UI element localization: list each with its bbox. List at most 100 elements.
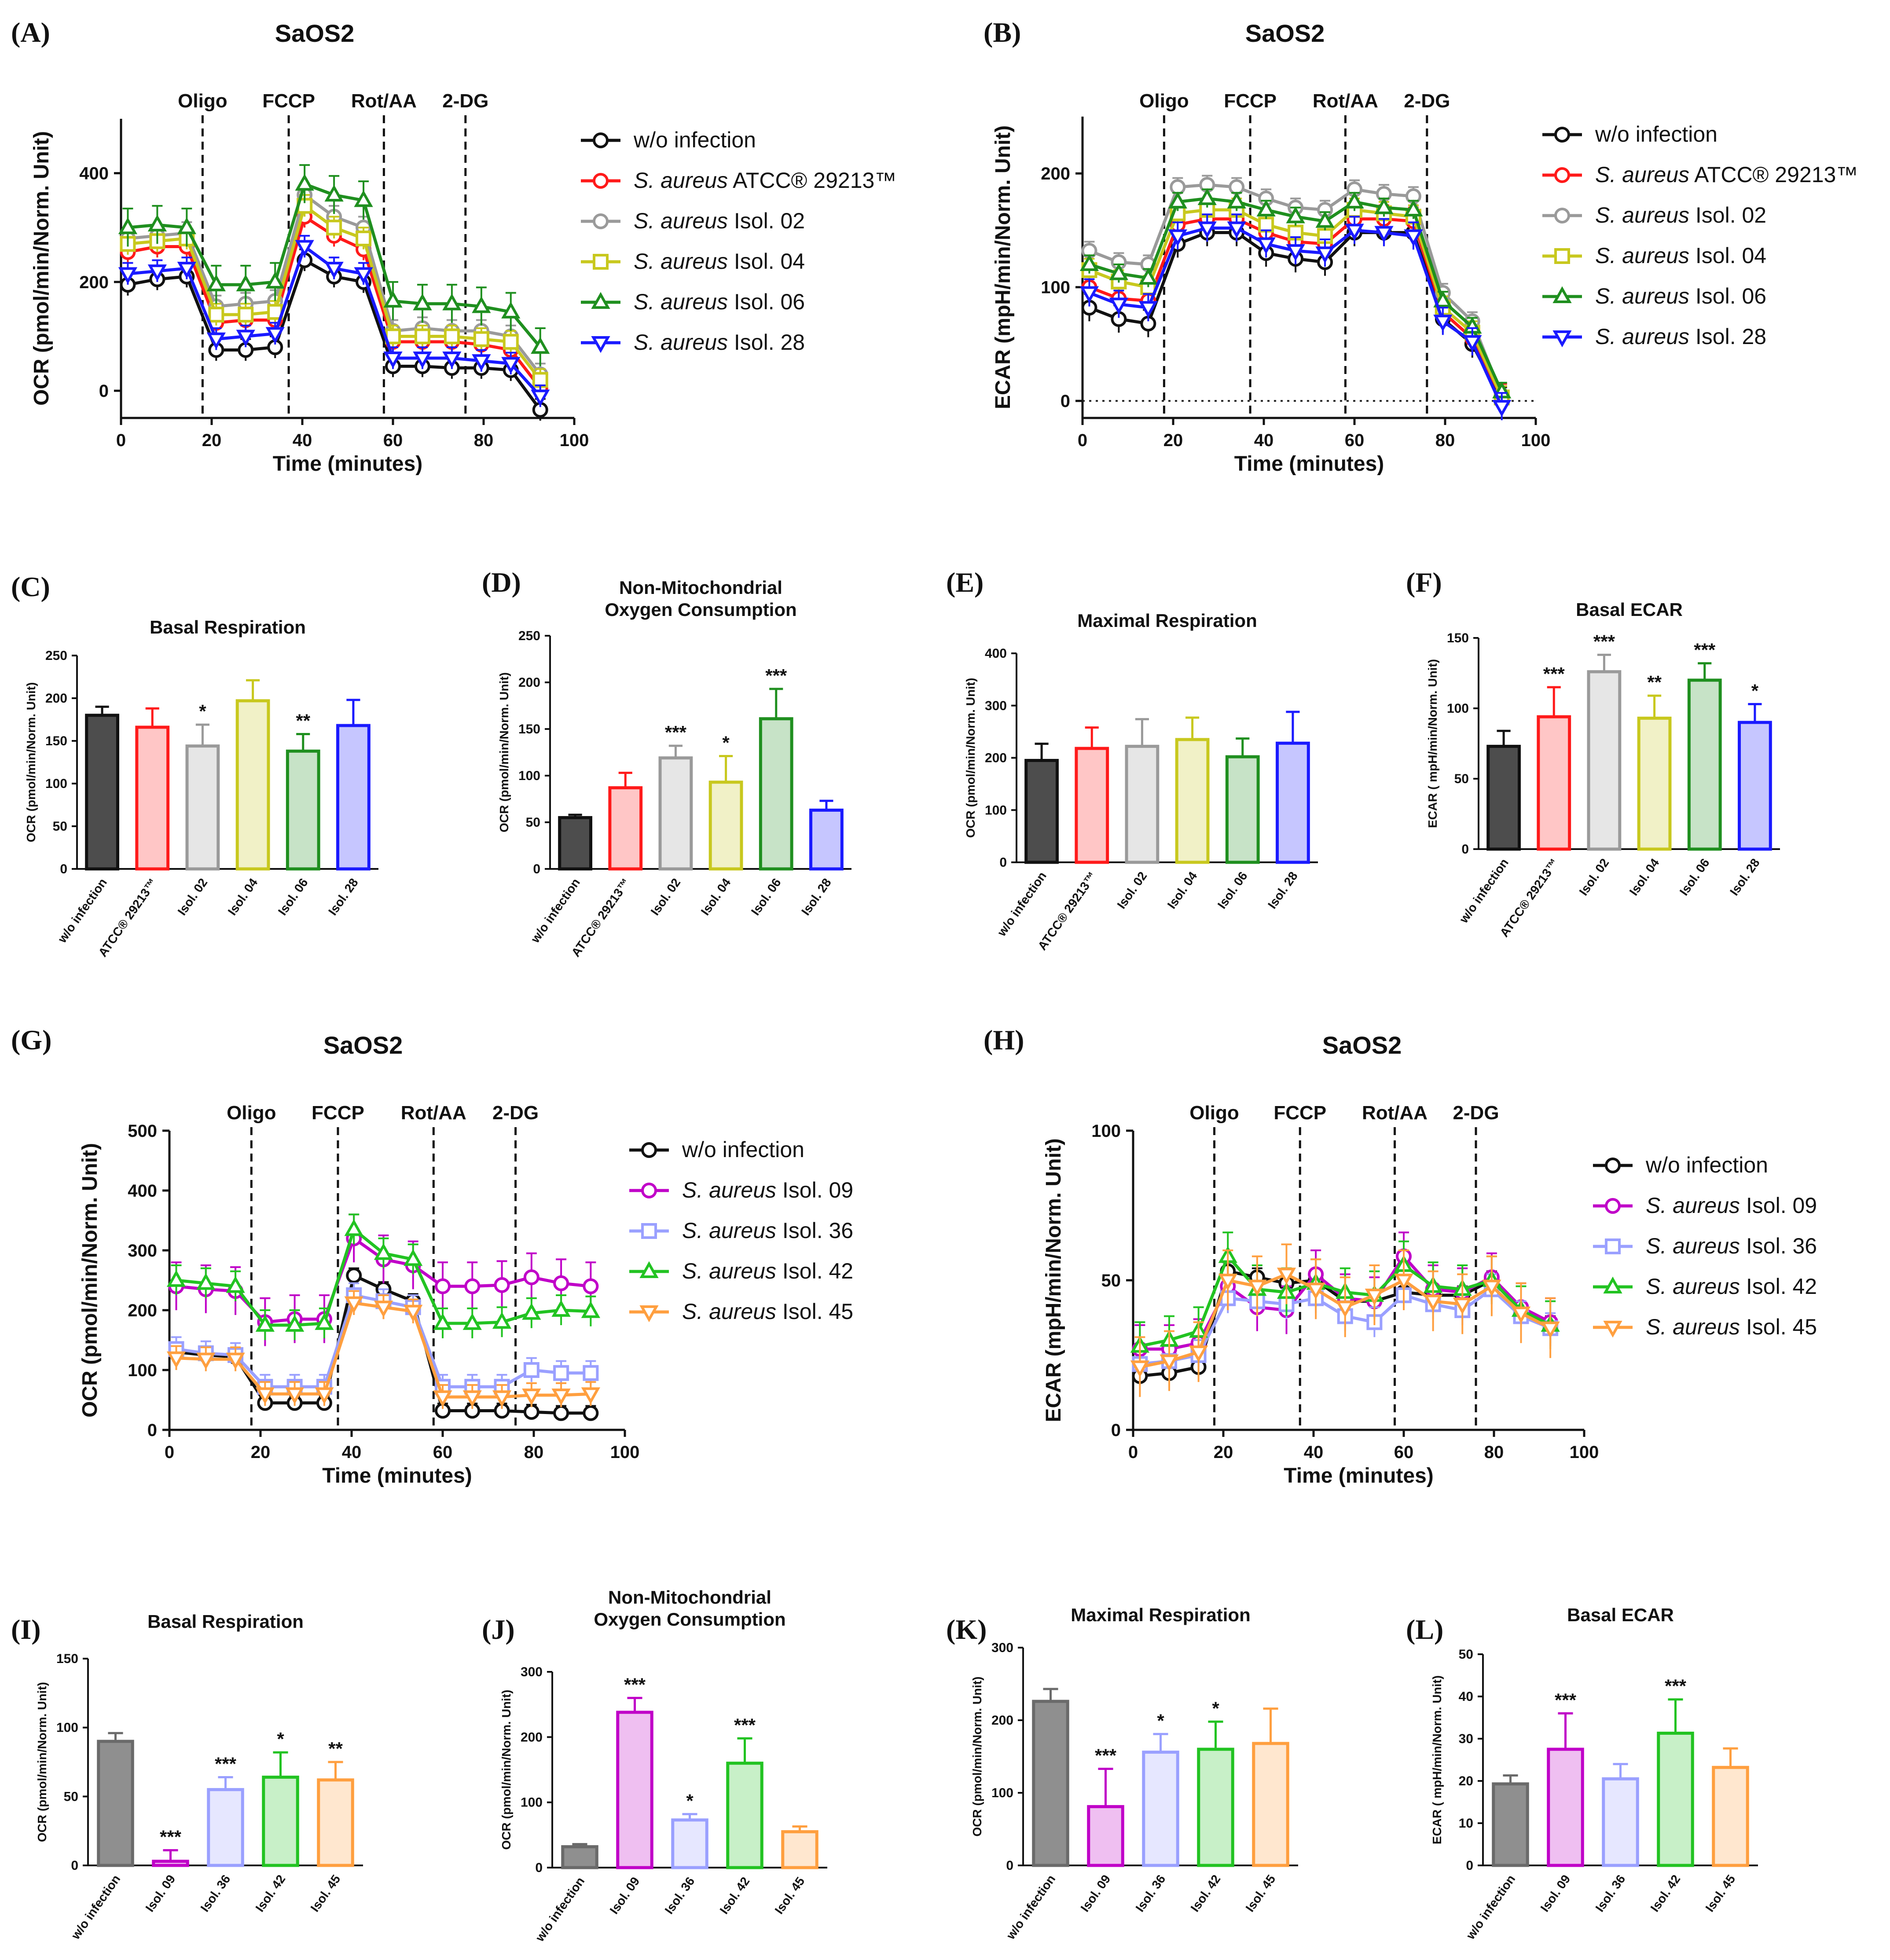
significance-label: *** [624,1674,646,1695]
injection-label: 2-DG [1404,90,1450,112]
data-point [1423,1294,1443,1312]
significance-label: * [277,1729,284,1749]
data-point [1492,400,1512,417]
x-tick-label: 0 [165,1443,174,1462]
data-point [462,1313,482,1330]
data-point [315,1387,334,1404]
bar [1602,1777,1639,1867]
legend-marker [1552,330,1572,348]
bar [262,1775,299,1867]
y-tick-label: 0 [99,381,109,401]
data-point [1160,1354,1179,1371]
bar [97,1740,134,1867]
data-point [196,1352,216,1370]
data-point [177,262,196,279]
y-tick-label: 100 [518,769,540,783]
significance-label: * [1157,1710,1164,1731]
significance-label: *** [1543,663,1565,684]
panel-label-e: (E) [946,567,984,598]
data-point [1138,267,1158,285]
line-chart-b: 0 20 40 60 80 100 0 100 200 Time (minutes) ECAR (m… [991,90,1858,476]
data-point [236,274,255,292]
chart-title: Non-Mitochondrial [619,577,782,598]
y-tick-label: 200 [1041,164,1070,183]
data-point [551,1388,571,1406]
bar [1486,744,1521,851]
chart-title: Maximal Respiration [1077,610,1257,631]
legend-marker [591,292,610,309]
data-point [177,217,196,234]
injection-label: Oligo [1189,1102,1239,1124]
data-point [583,1278,599,1294]
legend-entry: S. aureus Isol. 28 [634,330,805,355]
data-point [383,352,403,369]
data-point [324,184,344,202]
y-axis-label: OCR (pmol/min/Norm. Unit) [970,1677,984,1837]
x-tick-label: 100 [610,1443,640,1462]
data-point [118,267,138,284]
y-tick-label: 50 [1101,1271,1121,1290]
legend-marker [639,1305,659,1323]
chart-title: Basal ECAR [1576,599,1683,620]
bar [317,1778,354,1867]
legend-entry: S. aureus Isol. 36 [1646,1234,1817,1258]
y-tick-label: 400 [79,164,109,183]
panel-label-c: (C) [11,571,50,602]
data-point [1256,237,1276,254]
x-tick-label: 40 [342,1443,362,1462]
data-point [435,1278,451,1294]
panel-label-k: (K) [946,1614,987,1645]
data-point [1336,1301,1355,1318]
significance-label: *** [734,1715,756,1735]
y-tick-label: 0 [535,1861,543,1875]
data-point [1197,188,1217,205]
y-tick-label: 0 [1006,1858,1013,1873]
y-axis-label: OCR (pmol/min/Norm. Unit) [30,131,53,406]
bar [1225,755,1260,864]
data-point [147,214,167,232]
y-tick-label: 20 [1459,1774,1473,1788]
legend-marker [1605,1238,1621,1254]
series-5 [1079,213,1512,421]
bar [135,725,170,871]
y-tick-label: 0 [1461,842,1469,857]
bar [726,1762,763,1869]
x-tick-label: 40 [1254,431,1274,450]
data-point [473,331,489,347]
data-point [1404,199,1423,216]
significance-label: *** [1694,640,1716,660]
y-tick-label: 200 [128,1301,157,1320]
legend-entry: S. aureus Isol. 06 [1595,284,1766,308]
legend-entry: w/o infection [1645,1153,1768,1177]
data-point [1394,1274,1413,1291]
bar [152,1860,189,1867]
x-tick-label: 20 [1214,1443,1233,1462]
x-axis-label: Time (minutes) [1234,452,1384,476]
legend-marker [639,1261,659,1278]
data-point [1404,229,1423,246]
y-axis-label: ECAR ( mpH/min/Norm. Unit) [1430,1675,1444,1844]
legend-entry: S. aureus Isol. 45 [1646,1315,1817,1339]
legend-marker [593,254,609,270]
data-point [472,354,491,371]
bar [185,744,220,871]
data-point [503,333,519,350]
significance-label: *** [1593,631,1615,652]
x-axis-label: Time (minutes) [322,1464,472,1487]
x-axis-label: Time (minutes) [1284,1464,1434,1487]
bar [1075,747,1109,864]
chart-title: Oxygen Consumption [594,1609,785,1630]
y-tick-label: 100 [991,1786,1013,1800]
bar [1637,716,1672,851]
data-point [374,1301,393,1318]
y-axis-label: OCR (pmol/min/Norm. Unit) [35,1682,49,1842]
y-tick-label: 100 [56,1721,78,1735]
panel-label-b: (B) [984,17,1021,48]
significance-label: ** [1647,672,1662,692]
legend-marker [1554,208,1570,223]
y-tick-label: 150 [1447,631,1469,645]
data-point [324,262,344,279]
data-point [414,328,430,344]
